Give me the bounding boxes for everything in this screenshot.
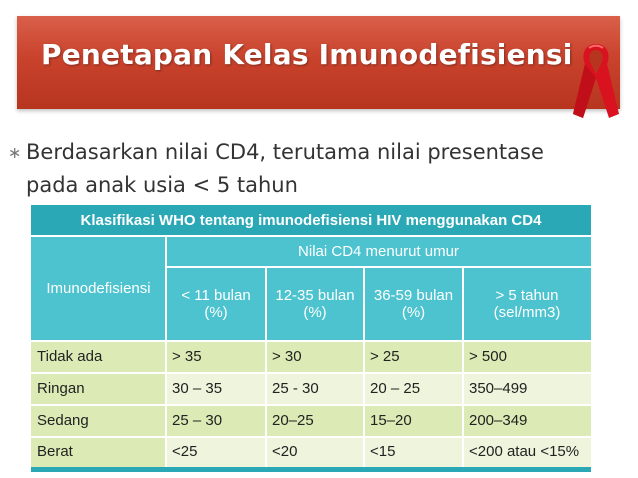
grid-line bbox=[265, 267, 267, 467]
grid-line bbox=[31, 372, 591, 374]
column-header: 36-59 bulan (%) bbox=[364, 267, 463, 340]
row-label: Tidak ada bbox=[31, 341, 166, 373]
grid-line bbox=[363, 267, 365, 467]
table-bottom-border bbox=[31, 467, 591, 472]
table-cell: > 25 bbox=[364, 341, 463, 373]
table-title: Klasifikasi WHO tentang imunodefisiensi … bbox=[31, 205, 591, 236]
row-label: Ringan bbox=[31, 373, 166, 405]
table-cell: > 500 bbox=[463, 341, 591, 373]
grid-line bbox=[31, 235, 591, 237]
table-cell: > 35 bbox=[166, 341, 266, 373]
column-header-unit: (%) bbox=[303, 303, 327, 321]
column-header: 12-35 bulan (%) bbox=[266, 267, 364, 340]
table-cell: <200 atau <15% bbox=[463, 437, 591, 467]
bullet-line-1: Berdasarkan nilai CD4, terutama nilai pr… bbox=[26, 140, 544, 164]
grid-line bbox=[462, 267, 464, 467]
grid-line bbox=[165, 236, 167, 467]
table-cell: <15 bbox=[364, 437, 463, 467]
row-header-cell: Imunodefisiensi bbox=[31, 236, 166, 340]
column-header-unit: (%) bbox=[204, 303, 228, 321]
column-header-unit: (sel/mm3) bbox=[493, 303, 561, 321]
table-cell: 20–25 bbox=[266, 405, 364, 437]
table-cell: 15–20 bbox=[364, 405, 463, 437]
grid-line bbox=[31, 436, 591, 438]
grid-line bbox=[166, 266, 591, 268]
row-header-label: Imunodefisiensi bbox=[46, 279, 151, 297]
column-header-unit: (%) bbox=[401, 303, 426, 321]
row-label: Berat bbox=[31, 437, 166, 467]
column-header: < 11 bulan (%) bbox=[166, 267, 266, 340]
bullet-line-2: pada anak usia < 5 tahun bbox=[26, 173, 298, 197]
title-banner: Penetapan Kelas Imunodefisiensi bbox=[17, 16, 620, 118]
table-cell: 20 – 25 bbox=[364, 373, 463, 405]
red-ribbon-icon bbox=[573, 44, 619, 118]
table-cell: > 30 bbox=[266, 341, 364, 373]
group-header-label: Nilai CD4 menurut umur bbox=[298, 243, 459, 260]
table-cell: <20 bbox=[266, 437, 364, 467]
column-header-line: < 11 bulan bbox=[181, 286, 251, 304]
cd4-classification-table: Klasifikasi WHO tentang imunodefisiensi … bbox=[31, 205, 591, 473]
bullet-marker: ∗ bbox=[8, 143, 22, 162]
table-cell: 25 – 30 bbox=[166, 405, 266, 437]
column-header-line: > 5 tahun bbox=[495, 286, 559, 304]
column-header-line: 12-35 bulan bbox=[275, 286, 355, 304]
grid-line bbox=[31, 340, 591, 342]
row-label: Sedang bbox=[31, 405, 166, 437]
column-header: > 5 tahun (sel/mm3) bbox=[463, 267, 591, 340]
table-cell: 25 - 30 bbox=[266, 373, 364, 405]
group-header-cell: Nilai CD4 menurut umur bbox=[166, 236, 591, 267]
table-cell: 200–349 bbox=[463, 405, 591, 437]
table-cell: 350–499 bbox=[463, 373, 591, 405]
column-header-line: 36-59 bulan bbox=[373, 286, 454, 304]
grid-line bbox=[31, 404, 591, 406]
table-cell: <25 bbox=[166, 437, 266, 467]
slide-title: Penetapan Kelas Imunodefisiensi bbox=[41, 38, 573, 71]
table-cell: 30 – 35 bbox=[166, 373, 266, 405]
